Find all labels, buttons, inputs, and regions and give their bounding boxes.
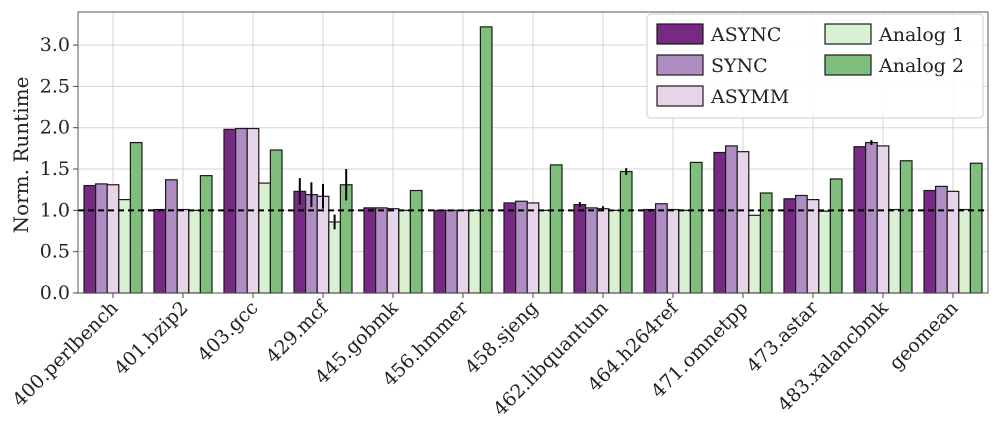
bar — [83, 184, 97, 294]
legend-label: SYNC — [711, 55, 768, 77]
bar — [386, 208, 400, 294]
bar — [549, 164, 563, 294]
legend-swatch — [824, 23, 872, 45]
x-tick-label: 400.perlbench — [8, 297, 122, 411]
bar — [445, 209, 458, 294]
bar — [479, 26, 493, 294]
bar — [375, 207, 388, 294]
bar — [339, 184, 353, 294]
bar — [129, 141, 143, 294]
x-tick-label: 401.bzip2 — [110, 297, 193, 380]
bar — [864, 141, 878, 294]
bar — [153, 208, 167, 294]
legend-label: ASYMM — [710, 86, 789, 108]
bar — [328, 221, 341, 294]
bar — [199, 175, 213, 294]
bar — [783, 198, 797, 294]
y-tick-label: 2.5 — [40, 75, 70, 97]
y-tick-label: 0.0 — [40, 282, 70, 304]
bar — [176, 208, 190, 294]
bar — [969, 162, 983, 294]
bar — [94, 183, 108, 294]
legend-swatch — [656, 54, 704, 76]
x-tick-label: 429.mcf — [262, 296, 334, 368]
bar — [853, 146, 867, 294]
y-tick-label: 1.5 — [40, 158, 70, 180]
bar — [363, 207, 377, 294]
bar — [514, 200, 528, 294]
bar — [433, 209, 447, 294]
bar — [748, 214, 761, 294]
bar — [946, 190, 960, 294]
bars — [83, 26, 983, 294]
legend-label: Analog 1 — [878, 24, 964, 46]
bar — [654, 203, 668, 294]
bar — [724, 145, 738, 294]
legend-swatch — [656, 85, 704, 107]
legend-swatch — [656, 23, 704, 45]
bar — [118, 199, 132, 294]
bar — [293, 190, 307, 294]
bar — [258, 182, 271, 294]
bar — [608, 209, 621, 294]
bar — [876, 145, 890, 294]
bar — [584, 207, 598, 294]
bar — [526, 202, 540, 294]
bar — [759, 192, 773, 294]
plot-frame — [77, 11, 989, 294]
bar — [888, 208, 901, 294]
bar — [666, 208, 680, 294]
bar — [829, 178, 843, 294]
bar — [643, 208, 657, 294]
bar — [923, 189, 937, 294]
legend-swatch — [824, 54, 872, 76]
bar — [573, 203, 587, 294]
axes — [73, 11, 989, 298]
bar — [188, 209, 202, 294]
bar — [899, 160, 913, 294]
bar — [409, 189, 423, 294]
bar — [538, 209, 551, 294]
bar — [806, 199, 820, 294]
bar — [689, 161, 703, 294]
bar — [398, 209, 411, 294]
bar — [958, 208, 971, 294]
bar — [106, 184, 120, 294]
x-tick-label: geomean — [885, 297, 963, 375]
legend-label: Analog 2 — [878, 55, 964, 77]
bar — [456, 209, 470, 294]
legend-box — [646, 13, 984, 119]
y-tick-label: 1.0 — [40, 199, 70, 221]
y-axis-label: Norm. Runtime — [9, 77, 33, 234]
bar — [713, 151, 727, 294]
legend: ASYNC SYNC ASYMM Analog 1 Analog 2 — [646, 13, 984, 119]
bar — [934, 185, 948, 294]
y-tick-label: 0.5 — [40, 241, 70, 263]
x-tick-label: 403.gcc — [193, 297, 262, 366]
bar — [165, 179, 178, 294]
bar — [468, 209, 481, 294]
y-tick-label: 2.0 — [40, 117, 70, 139]
bar — [736, 151, 750, 294]
bar — [596, 208, 610, 294]
bar — [269, 149, 283, 294]
bar — [678, 209, 691, 294]
legend-label: ASYNC — [710, 24, 781, 46]
bar — [818, 210, 831, 294]
bar — [619, 170, 633, 294]
bar — [503, 202, 517, 294]
y-tick-label: 3.0 — [40, 34, 70, 56]
